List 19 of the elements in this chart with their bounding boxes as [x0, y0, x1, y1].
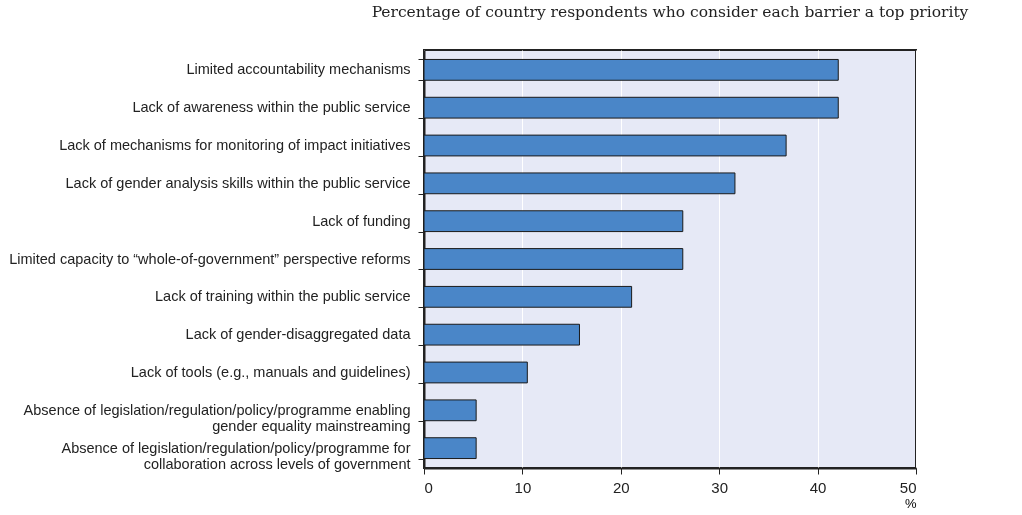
y-tick-label: Lack of tools (e.g., manuals and guidelines) — [130, 363, 411, 380]
x-tick-label: 40 — [809, 478, 827, 496]
y-tick-label: Lack of funding — [312, 212, 411, 229]
x-tick-label: 30 — [711, 478, 729, 496]
x-tick-label: 20 — [612, 478, 630, 496]
y-tick-label: Lack of gender analysis skills within the public service — [65, 174, 411, 191]
x-tick-label: 0 — [424, 478, 433, 496]
y-tick-label: Absence of legislation/regulation/policy/programme enabling gender equality mainstreaming — [23, 401, 411, 435]
y-tick-label: Lack of awareness within the public service — [132, 99, 411, 116]
y-tick-label: Limited capacity to “whole-of-government” perspective reforms — [9, 250, 411, 267]
y-tick-label: Lack of gender-disaggregated data — [185, 326, 412, 343]
y-tick-label: Lack of training within the public service — [155, 288, 411, 305]
x-axis-title: % — [904, 495, 917, 511]
y-tick-label: Absence of legislation/regulation/policy/programme for collaboration across levels of government — [61, 439, 411, 473]
y-tick-label: Limited accountability mechanisms — [186, 61, 411, 78]
x-tick-label: 50 — [899, 478, 917, 496]
y-tick-label: Lack of mechanisms for monitoring of impact initiatives — [59, 137, 411, 154]
x-tick-label: 10 — [514, 478, 532, 496]
chart-subtitle: Percentage of country respondents who consider each barrier a top priority — [371, 2, 969, 21]
